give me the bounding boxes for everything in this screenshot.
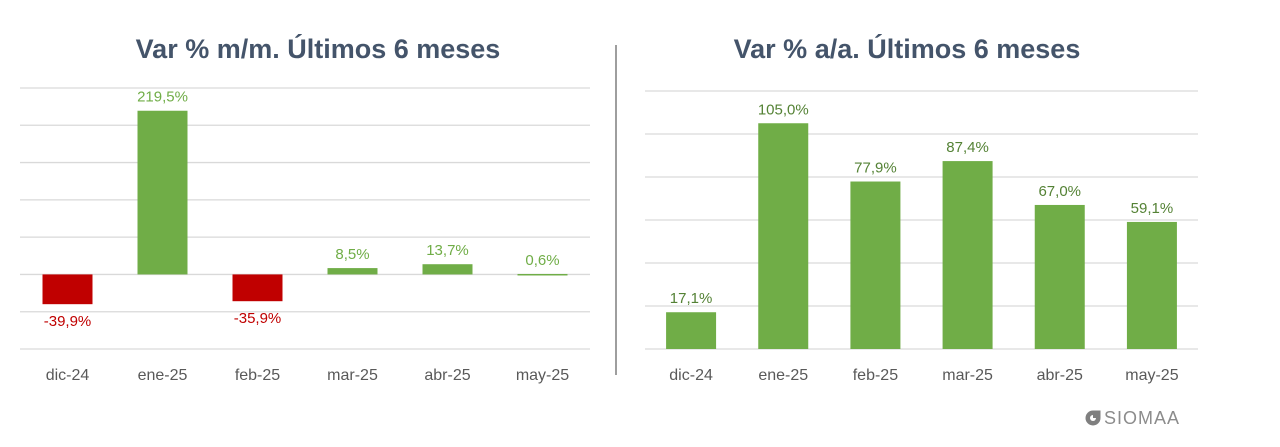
data-labels-mm: -39,9% 219,5% -35,9% 8,5% 13,7% 0,6% bbox=[44, 89, 560, 330]
x-tick-label: may-25 bbox=[516, 367, 569, 384]
x-tick-label: ene-25 bbox=[138, 367, 188, 384]
bar-mar-25 bbox=[327, 268, 378, 275]
bar-may-25 bbox=[517, 273, 568, 276]
chart-title-aa: Var % a/a. Últimos 6 meses bbox=[734, 33, 1081, 64]
data-label: 77,9% bbox=[854, 160, 897, 177]
bar-dic-24 bbox=[666, 312, 717, 349]
x-ticks-aa: dic-24 ene-25 feb-25 mar-25 abr-25 may-25 bbox=[669, 367, 1178, 384]
chart-var-aa: Var % a/a. Últimos 6 meses 17,1% 105,0% 77… bbox=[645, 33, 1198, 384]
chart-var-mm: Var % m/m. Últimos 6 meses -39,9%219,5%-… bbox=[20, 33, 590, 384]
data-label: 0,6% bbox=[525, 252, 559, 269]
x-tick-label: mar-25 bbox=[327, 367, 378, 384]
bar-ene-25 bbox=[137, 110, 188, 275]
x-tick-label: dic-24 bbox=[669, 367, 713, 384]
data-label: -35,9% bbox=[234, 310, 282, 327]
x-tick-label: abr-25 bbox=[424, 367, 470, 384]
bar-feb-25 bbox=[850, 181, 901, 349]
bars-aa bbox=[666, 123, 1177, 349]
data-labels-aa: 17,1% 105,0% 77,9% 87,4% 67,0% 59,1% bbox=[670, 101, 1173, 307]
brand-name: SIOMAA bbox=[1104, 408, 1180, 428]
x-tick-label: mar-25 bbox=[942, 367, 993, 384]
x-ticks-mm: dic-24 ene-25 feb-25 mar-25 abr-25 may-25 bbox=[46, 367, 570, 384]
chart-title-mm: Var % m/m. Últimos 6 meses bbox=[136, 33, 501, 64]
bar-mar-25 bbox=[942, 161, 993, 349]
brand-logo: SIOMAA bbox=[1085, 408, 1180, 428]
x-tick-label: abr-25 bbox=[1037, 367, 1083, 384]
x-tick-label: ene-25 bbox=[758, 367, 808, 384]
bar-abr-25 bbox=[1034, 204, 1085, 349]
data-label: 8,5% bbox=[335, 246, 369, 263]
bar-feb-25 bbox=[232, 274, 283, 302]
data-label: 13,7% bbox=[426, 242, 469, 259]
data-label: 67,0% bbox=[1038, 183, 1081, 200]
x-tick-label: may-25 bbox=[1125, 367, 1178, 384]
bar-dic-24 bbox=[42, 274, 93, 305]
data-label: 105,0% bbox=[758, 101, 809, 118]
x-tick-label: dic-24 bbox=[46, 367, 90, 384]
data-label: 59,1% bbox=[1131, 200, 1174, 217]
x-tick-label: feb-25 bbox=[853, 367, 898, 384]
bar-may-25 bbox=[1126, 221, 1177, 349]
siomaa-logo-icon bbox=[1085, 410, 1101, 426]
bars-mm bbox=[42, 110, 568, 305]
gridlines-aa bbox=[645, 90, 1198, 350]
data-label: -39,9% bbox=[44, 313, 92, 330]
bar-abr-25 bbox=[422, 264, 473, 275]
bar-ene-25 bbox=[758, 123, 809, 349]
data-label: 87,4% bbox=[946, 139, 989, 156]
gridlines-mm bbox=[20, 87, 590, 350]
data-label: 17,1% bbox=[670, 290, 713, 307]
x-tick-label: feb-25 bbox=[235, 367, 280, 384]
data-label: 219,5% bbox=[137, 89, 188, 106]
